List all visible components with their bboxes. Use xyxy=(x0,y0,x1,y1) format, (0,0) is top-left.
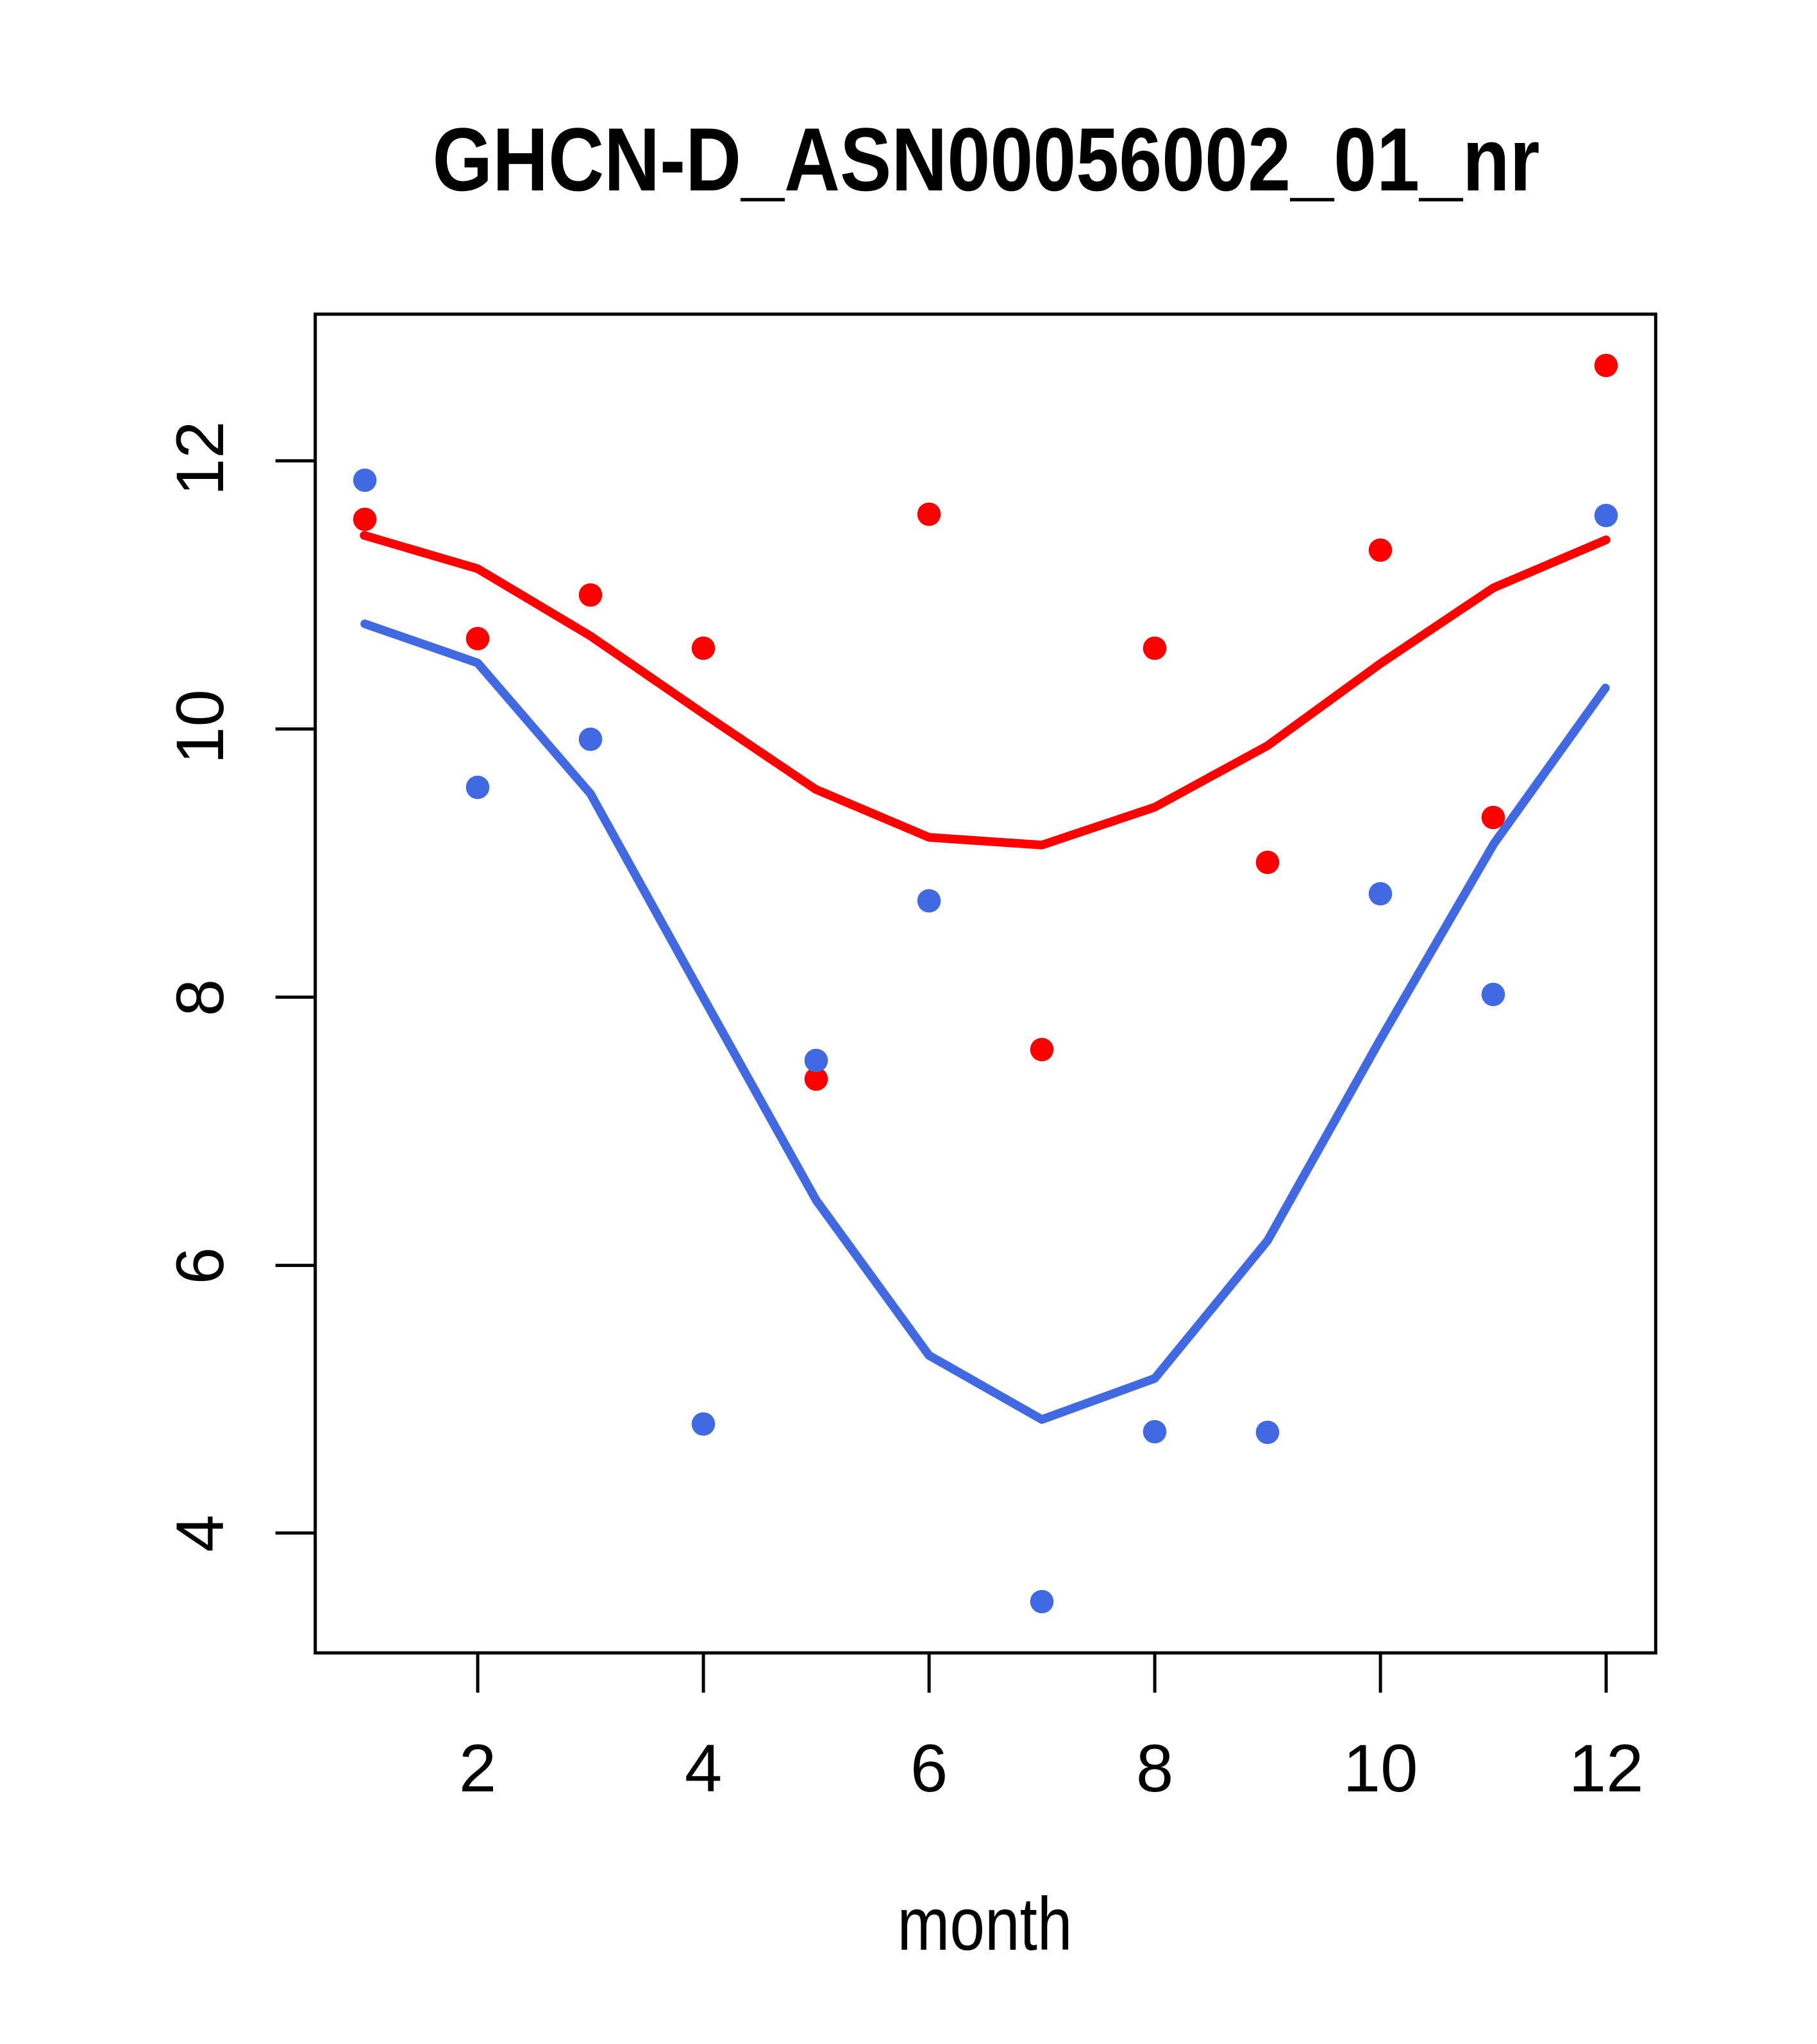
svg-text:6: 6 xyxy=(910,1731,948,1806)
svg-text:6: 6 xyxy=(163,1247,238,1284)
svg-text:12: 12 xyxy=(163,421,238,496)
svg-text:GHCN-D_ASN00056002_01_nr: GHCN-D_ASN00056002_01_nr xyxy=(433,109,1540,210)
svg-text:8: 8 xyxy=(163,979,238,1016)
svg-text:8: 8 xyxy=(1136,1731,1173,1806)
svg-text:4: 4 xyxy=(685,1731,722,1806)
svg-text:12: 12 xyxy=(1569,1731,1644,1806)
svg-text:month: month xyxy=(898,1882,1073,1966)
svg-text:4: 4 xyxy=(163,1514,238,1552)
svg-text:10: 10 xyxy=(1343,1731,1418,1806)
svg-text:10: 10 xyxy=(163,689,238,764)
svg-text:2: 2 xyxy=(459,1731,496,1806)
